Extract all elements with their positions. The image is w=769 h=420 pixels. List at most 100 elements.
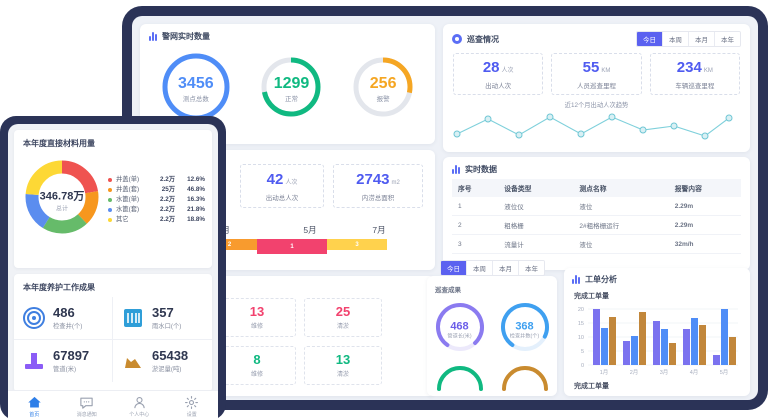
metric-dredge-2-value: 13 bbox=[335, 352, 351, 367]
stat-dispatch-value: 28 bbox=[482, 58, 500, 76]
cell-alarm: 2.29m bbox=[668, 215, 741, 235]
tab-year[interactable]: 本年 bbox=[715, 32, 740, 46]
legend-label: 水篦(套) bbox=[116, 205, 140, 213]
timeline-segment-2[interactable]: 3 bbox=[327, 239, 387, 250]
stat-total-dispatch-unit: 人次 bbox=[285, 179, 298, 186]
patrol-result-panel: 巡查成果 468 管道长(米) 368 检查井数(个) bbox=[427, 276, 557, 396]
col-alarm: 报警内容 bbox=[668, 179, 741, 197]
trend-chart-title: 近12个月出动人次趋势 bbox=[564, 102, 629, 109]
svg-text:1月: 1月 bbox=[600, 369, 609, 376]
svg-text:4月: 4月 bbox=[690, 369, 699, 376]
patrol-tabs[interactable]: 今日 本周 本月 本年 bbox=[636, 31, 741, 47]
maintenance-item-sludge[interactable]: 65438 淤泥量(吨) bbox=[113, 340, 212, 382]
nav-settings-label: 设置 bbox=[186, 411, 197, 418]
timeline-label-1: 5月 bbox=[303, 225, 317, 235]
gauge-panel-tabs[interactable]: 今日 本周 本月 本年 bbox=[440, 260, 545, 276]
timeline-bar[interactable]: 2 1 3 bbox=[140, 239, 435, 254]
legend-item: 井盖(套) 25万 46.8% bbox=[108, 185, 206, 195]
svg-text:0: 0 bbox=[581, 363, 584, 369]
cell-device: 流量计 bbox=[498, 234, 574, 254]
maintenance-item-manhole[interactable]: 486 检查井(个) bbox=[14, 297, 113, 340]
chat-icon bbox=[80, 397, 93, 409]
dispatch-trend-line-chart bbox=[453, 113, 733, 140]
metric-repair-1: 13 维修 bbox=[218, 298, 296, 337]
gauge-tab-week[interactable]: 本周 bbox=[467, 261, 493, 275]
legend-label: 井盖(套) bbox=[116, 185, 140, 193]
gear-icon bbox=[185, 395, 199, 409]
ring-total-label: 测点总数 bbox=[182, 96, 209, 104]
svg-text:2月: 2月 bbox=[630, 369, 639, 376]
order-chart-footer-title: 完成工单量 bbox=[574, 383, 609, 390]
ring-normal-value: 1299 bbox=[273, 74, 310, 92]
user-icon bbox=[134, 396, 145, 408]
legend-color-dot bbox=[108, 197, 112, 202]
stat-person-value: 55 bbox=[582, 58, 600, 76]
realtime-panel-title: 实时数据 bbox=[465, 165, 497, 174]
nav-item-home[interactable]: 首页 bbox=[8, 395, 61, 418]
table-row[interactable]: 2 粗格栅 2#粗格栅运行 2.29m bbox=[452, 215, 741, 235]
timeline-segment-1[interactable]: 1 bbox=[257, 239, 327, 254]
ring-normal: 1299 正常 bbox=[258, 54, 324, 125]
table-row[interactable]: 1 液位仪 液位 2.29m bbox=[452, 197, 741, 216]
nav-messages-label: 消息通知 bbox=[76, 411, 97, 418]
realtime-panel-header: 实时数据 bbox=[443, 157, 750, 179]
ring-alarm-value: 256 bbox=[369, 74, 397, 92]
tab-month[interactable]: 本月 bbox=[689, 32, 715, 46]
maintenance-item-grate[interactable]: 357 雨水口(个) bbox=[113, 297, 212, 340]
patrol-panel: 巡查情况 今日 本周 本月 本年 28 人次 出动人次 55 KM 人员巡查里程 bbox=[443, 24, 750, 152]
order-panel-header: 工单分析 bbox=[564, 268, 750, 287]
nav-item-messages[interactable]: 消息通知 bbox=[61, 395, 114, 418]
maintenance-pipe-caption: 管道(米) bbox=[53, 366, 77, 373]
realtime-data-table: 序号 设备类型 测点名称 报警内容 1 液位仪 液位 2.29m bbox=[452, 179, 741, 254]
tab-today[interactable]: 今日 bbox=[637, 32, 663, 46]
stat-person-caption: 人员巡查里程 bbox=[576, 82, 616, 90]
gauge-partial-3 bbox=[433, 361, 487, 396]
maintenance-grid: 486 检查井(个) 357 雨水口(个) 67897 管道(米) 65438 淤泥量(… bbox=[14, 297, 212, 382]
phone-screen: 本年度直接材料用量 346.78万 总计 bbox=[8, 124, 218, 420]
order-analysis-panel: 工单分析 完成工单量 20 15 10 5 0 bbox=[564, 268, 750, 396]
maintenance-result-card: 本年度养护工作成果 486 检查井(个) 357 雨水口(个) 67897 管道(米)… bbox=[14, 274, 212, 392]
maintenance-item-pipe[interactable]: 67897 管道(米) bbox=[14, 340, 113, 382]
gauge-tab-today[interactable]: 今日 bbox=[441, 261, 467, 275]
legend-item: 其它 2.2万 18.8% bbox=[108, 215, 206, 225]
eye-icon bbox=[452, 34, 462, 44]
maintenance-grate-value: 357 bbox=[152, 305, 174, 320]
timeline-label-2: 7月 bbox=[372, 225, 386, 235]
svg-text:15: 15 bbox=[578, 321, 584, 327]
ring-normal-label: 正常 bbox=[284, 96, 298, 104]
legend-label: 井盖(单) bbox=[116, 175, 140, 183]
timeline-segment-0[interactable]: 2 bbox=[202, 239, 257, 250]
material-legend: 井盖(单) 2.2万 12.6% 井盖(套) 25万 46.8% 水篦(单) 2.2万 16… bbox=[104, 175, 206, 225]
metric-dredge-1-value: 25 bbox=[335, 304, 351, 319]
legend-label: 水篦(单) bbox=[116, 195, 140, 203]
svg-text:5月: 5月 bbox=[720, 369, 729, 376]
legend-color-dot bbox=[108, 217, 112, 222]
phone-bottom-navbar: 首页 消息通知 个人中心 设置 bbox=[8, 390, 218, 420]
gauge-tab-month[interactable]: 本月 bbox=[493, 261, 519, 275]
gauge-manhole-value: 368 bbox=[515, 320, 534, 332]
cell-device: 粗格栅 bbox=[498, 215, 574, 235]
table-row[interactable]: 3 流量计 液位 32m/h bbox=[452, 234, 741, 254]
bar-chart-icon bbox=[452, 165, 460, 174]
material-donut-chart: 346.78万 总计 bbox=[20, 155, 104, 244]
stat-person-unit: KM bbox=[601, 67, 611, 74]
stat-total-dispatch: 42 人次 出动总人次 bbox=[240, 164, 324, 208]
alarm-ring-group: 3456 测点总数 1299 正常 256 报警 bbox=[140, 46, 435, 129]
ring-total-value: 3456 bbox=[178, 74, 214, 92]
order-chart-title: 完成工单量 bbox=[574, 293, 609, 300]
cell-point: 液位 bbox=[573, 197, 669, 216]
nav-item-settings[interactable]: 设置 bbox=[166, 395, 219, 418]
stat-total-dispatch-caption: 出动总人次 bbox=[265, 194, 299, 202]
stat-total-dispatch-value: 42 bbox=[266, 170, 284, 188]
legend-percent: 18.8% bbox=[187, 215, 205, 223]
stat-flood-area-unit: m2 bbox=[391, 179, 400, 186]
gauge-tab-year[interactable]: 本年 bbox=[519, 261, 544, 275]
stat-flood-area-caption: 内涝总面积 bbox=[361, 194, 395, 202]
nav-item-profile[interactable]: 个人中心 bbox=[113, 395, 166, 418]
gauge-pipe-length: 468 管道长(米) bbox=[433, 300, 487, 359]
tab-week[interactable]: 本周 bbox=[663, 32, 689, 46]
gauge-manhole-caption: 检查井数(个) bbox=[509, 333, 540, 339]
stat-flood-area: 2743 m2 内涝总面积 bbox=[333, 164, 423, 208]
ring-alarm-label: 报警 bbox=[376, 96, 390, 104]
legend-percent: 21.8% bbox=[187, 205, 205, 213]
